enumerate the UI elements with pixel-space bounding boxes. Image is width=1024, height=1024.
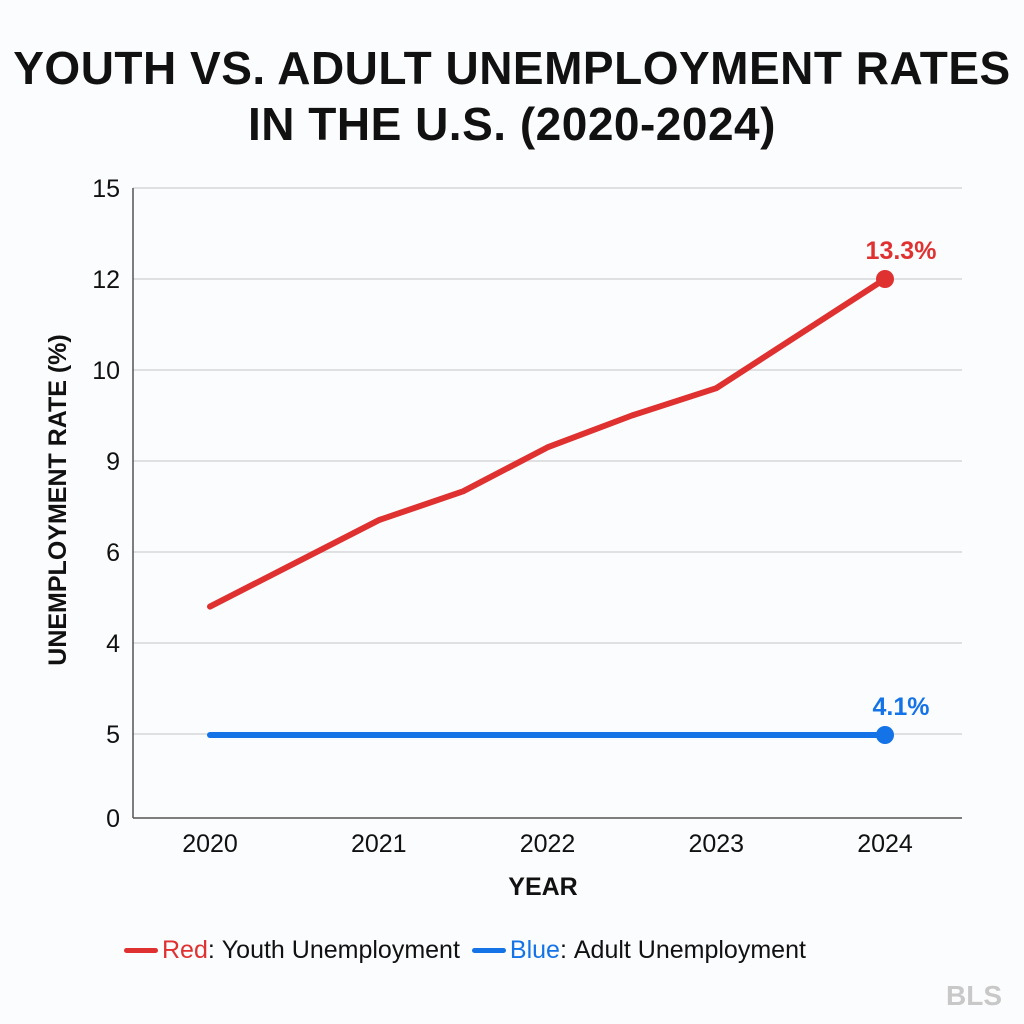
end-point-marker [876, 270, 894, 288]
legend-swatch-adult [471, 948, 506, 953]
y-tick-label: 6 [106, 539, 120, 567]
x-tick-label: 2021 [351, 830, 407, 858]
y-tick-label: 9 [106, 448, 120, 476]
y-tick-label: 4 [106, 630, 120, 658]
y-axis-label: UNEMPLOYMENT RATE (%) [44, 334, 72, 665]
watermark: BLS [946, 980, 1002, 1011]
end-data-label: 4.1% [873, 693, 930, 721]
x-tick-label: 2022 [520, 830, 576, 858]
end-point-marker [876, 726, 894, 744]
end-data-label: 13.3% [866, 237, 937, 265]
x-tick-label: 2020 [182, 830, 238, 858]
legend-prefix-youth: Red [162, 936, 208, 964]
legend: Red: Youth Unemployment Blue: Adult Unem… [124, 936, 806, 965]
legend-label-adult: Adult Unemployment [573, 936, 806, 964]
y-tick-label: 0 [106, 805, 120, 833]
y-tick-label: 5 [106, 721, 120, 749]
legend-prefix-adult: Blue [509, 936, 560, 964]
legend-swatch-youth [124, 948, 158, 953]
x-tick-label: 2023 [688, 830, 744, 858]
x-tick-label: 2024 [857, 830, 913, 858]
y-tick-label: 15 [92, 175, 120, 203]
y-tick-label: 10 [92, 357, 120, 385]
legend-label-youth: Youth Unemployment [221, 936, 460, 964]
chart-title: YOUTH VS. ADULT UNEMPLOYMENT RATES IN TH… [13, 42, 1011, 150]
x-axis-label: YEAR [508, 873, 577, 901]
series-line-youth [207, 276, 888, 610]
y-tick-label: 12 [92, 266, 120, 294]
